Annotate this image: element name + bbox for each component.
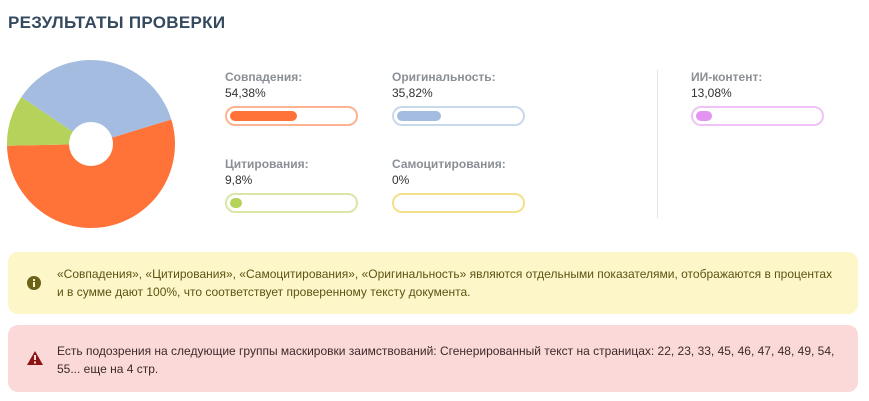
- metric-citations-bar-fill: [230, 198, 243, 208]
- pie-center-hole: [69, 122, 113, 166]
- metric-citations-label: Цитирования:: [225, 157, 309, 171]
- metric-matches-value: 54,38%: [225, 86, 266, 100]
- metric-originality-label: Оригинальность:: [392, 70, 496, 84]
- metric-citations-bar: [225, 193, 358, 213]
- warning-icon: [27, 351, 43, 365]
- metric-originality-value: 35,82%: [392, 86, 433, 100]
- metric-ai-content-value: 13,08%: [691, 86, 732, 100]
- warning-alert: Есть подозрения на следующие группы маск…: [8, 325, 858, 392]
- metric-self-citations: Самоцитирования: 0%: [392, 157, 532, 213]
- pie-slice-citations: [7, 96, 91, 146]
- metric-originality-bar-fill: [397, 111, 442, 121]
- metric-citations: Цитирования: 9,8%: [225, 157, 365, 213]
- pie-slice-matches: [7, 119, 175, 228]
- page-title: РЕЗУЛЬТАТЫ ПРОВЕРКИ: [8, 13, 226, 32]
- metric-self-citations-value: 0%: [392, 173, 410, 187]
- metric-matches: Совпадения: 54,38%: [225, 70, 365, 126]
- metric-matches-bar: [225, 106, 358, 126]
- metric-self-citations-label: Самоцитирования:: [392, 157, 506, 171]
- vertical-divider: [657, 70, 658, 218]
- metric-citations-value: 9,8%: [225, 173, 253, 187]
- info-icon: [27, 276, 41, 290]
- metric-ai-content: ИИ-контент: 13,08%: [691, 70, 831, 126]
- info-alert: «Совпадения», «Цитирования», «Самоцитиро…: [8, 252, 858, 314]
- metric-matches-label: Совпадения:: [225, 70, 303, 84]
- metric-ai-content-label: ИИ-контент:: [691, 70, 763, 84]
- metric-ai-content-bar: [691, 106, 824, 126]
- warning-alert-text: Есть подозрения на следующие группы маск…: [57, 344, 835, 376]
- metric-self-citations-bar: [392, 193, 525, 213]
- metric-originality-bar: [392, 106, 525, 126]
- pie-slice-originality: [21, 59, 172, 145]
- metric-matches-bar-fill: [230, 111, 297, 121]
- metric-originality: Оригинальность: 35,82%: [392, 70, 532, 126]
- info-alert-text: «Совпадения», «Цитирования», «Самоцитиро…: [57, 267, 833, 299]
- metric-ai-content-bar-fill: [696, 111, 713, 121]
- results-pie-chart: [7, 59, 175, 228]
